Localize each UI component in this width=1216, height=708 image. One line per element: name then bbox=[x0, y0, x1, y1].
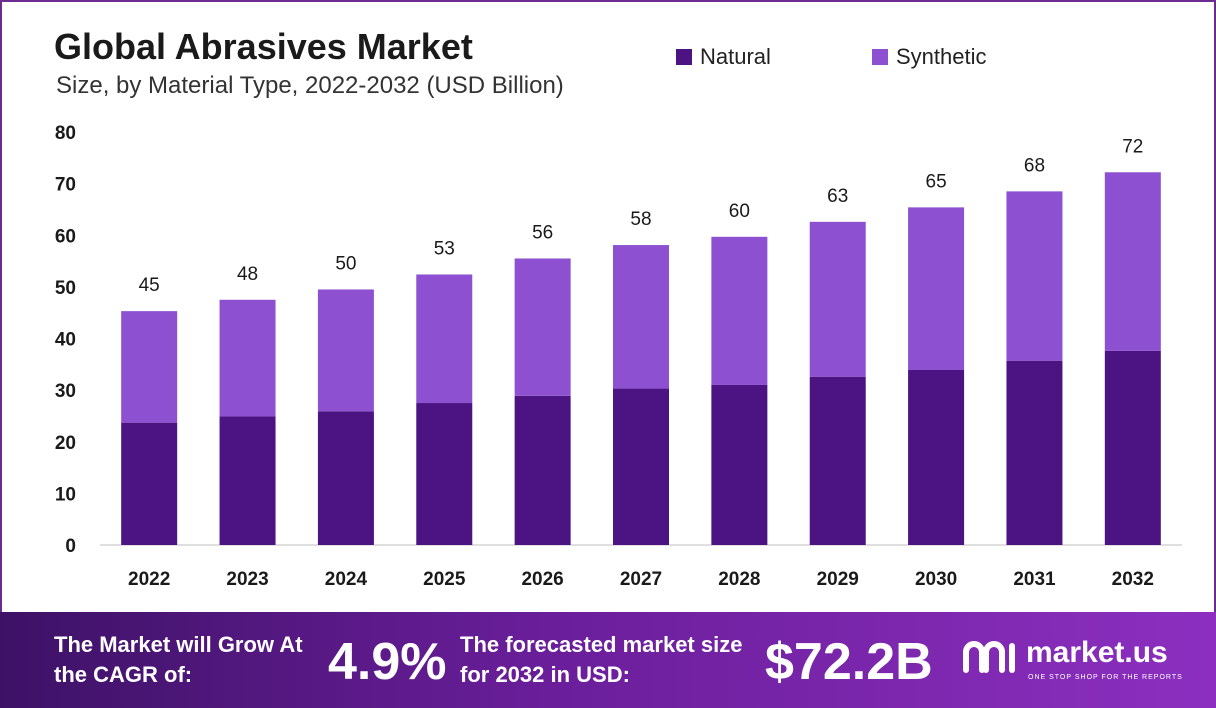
data-label-total-2028: 60 bbox=[729, 201, 750, 222]
legend-swatch-natural bbox=[676, 49, 692, 65]
stacked-bar-chart: 0102030405060708045202248202350202453202… bbox=[55, 123, 1182, 590]
bar-natural-2023 bbox=[219, 416, 276, 545]
bar-natural-2027 bbox=[613, 388, 669, 545]
data-label-total-2023: 48 bbox=[237, 264, 258, 285]
bar-synthetic-2024 bbox=[317, 289, 374, 412]
y-tick-label: 60 bbox=[55, 226, 76, 247]
x-tick-label: 2030 bbox=[915, 569, 957, 590]
x-tick-label: 2025 bbox=[423, 569, 466, 590]
x-tick-label: 2027 bbox=[620, 569, 662, 590]
forecast-label: The forecasted market size for 2032 in U… bbox=[460, 632, 743, 687]
y-tick-label: 30 bbox=[55, 381, 76, 402]
data-label-total-2027: 58 bbox=[630, 209, 651, 230]
y-tick-label: 50 bbox=[55, 278, 76, 299]
y-tick-label: 10 bbox=[55, 484, 76, 505]
data-label-total-2022: 45 bbox=[139, 275, 160, 296]
bar-natural-2031 bbox=[1006, 360, 1063, 545]
x-tick-label: 2022 bbox=[128, 569, 170, 590]
brand-logo: market.us ONE STOP SHOP FOR THE REPORTS bbox=[962, 636, 1182, 681]
bar-synthetic-2031 bbox=[1006, 191, 1063, 361]
bar-natural-2025 bbox=[416, 403, 473, 545]
bar-natural-2026 bbox=[514, 395, 571, 545]
market-us-logo-icon bbox=[963, 641, 1015, 673]
bar-natural-2022 bbox=[121, 422, 178, 545]
legend-item-natural: Natural bbox=[676, 44, 771, 70]
bar-synthetic-2027 bbox=[613, 245, 669, 389]
y-tick-label: 0 bbox=[65, 536, 76, 557]
x-tick-label: 2029 bbox=[817, 569, 859, 590]
chart-title: Global Abrasives Market bbox=[54, 26, 473, 67]
data-label-total-2026: 56 bbox=[532, 222, 553, 243]
bar-synthetic-2029 bbox=[809, 221, 866, 377]
y-tick-label: 70 bbox=[55, 175, 76, 196]
data-label-total-2032: 72 bbox=[1122, 136, 1143, 157]
x-tick-label: 2023 bbox=[226, 569, 268, 590]
x-tick-label: 2032 bbox=[1112, 569, 1154, 590]
footer-banner: The Market will Grow At the CAGR of: 4.9… bbox=[0, 612, 1216, 708]
bar-natural-2032 bbox=[1104, 350, 1161, 545]
cagr-label: The Market will Grow At the CAGR of: bbox=[54, 632, 303, 687]
cagr-value: 4.9% bbox=[328, 633, 447, 691]
y-tick-label: 80 bbox=[55, 123, 76, 144]
legend-item-synthetic: Synthetic bbox=[872, 44, 987, 70]
bar-synthetic-2028 bbox=[711, 236, 768, 385]
bar-natural-2029 bbox=[809, 376, 866, 545]
bar-synthetic-2026 bbox=[514, 258, 571, 396]
bar-synthetic-2030 bbox=[908, 207, 965, 370]
y-tick-label: 40 bbox=[55, 330, 76, 351]
bar-natural-2028 bbox=[711, 384, 768, 545]
brand-name: market.us bbox=[1026, 636, 1168, 669]
data-label-total-2029: 63 bbox=[827, 186, 848, 207]
data-label-total-2025: 53 bbox=[434, 238, 455, 259]
x-tick-label: 2024 bbox=[325, 569, 368, 590]
bar-synthetic-2023 bbox=[219, 299, 276, 417]
legend-label-natural: Natural bbox=[700, 44, 771, 69]
x-tick-label: 2028 bbox=[718, 569, 760, 590]
brand-tagline: ONE STOP SHOP FOR THE REPORTS bbox=[1028, 674, 1183, 681]
data-label-total-2030: 65 bbox=[926, 171, 947, 192]
bar-natural-2024 bbox=[317, 411, 374, 545]
bar-synthetic-2022 bbox=[121, 311, 178, 423]
y-tick-label: 20 bbox=[55, 433, 76, 454]
x-tick-label: 2031 bbox=[1013, 569, 1056, 590]
legend-label-synthetic: Synthetic bbox=[896, 44, 987, 69]
forecast-value: $72.2B bbox=[765, 633, 933, 691]
chart-subtitle: Size, by Material Type, 2022-2032 (USD B… bbox=[56, 72, 564, 99]
legend-swatch-synthetic bbox=[872, 49, 888, 65]
data-label-total-2031: 68 bbox=[1024, 155, 1045, 176]
bar-natural-2030 bbox=[908, 369, 965, 545]
bar-synthetic-2025 bbox=[416, 274, 473, 404]
data-label-total-2024: 50 bbox=[335, 253, 356, 274]
bar-synthetic-2032 bbox=[1104, 172, 1161, 351]
x-tick-label: 2026 bbox=[521, 569, 563, 590]
